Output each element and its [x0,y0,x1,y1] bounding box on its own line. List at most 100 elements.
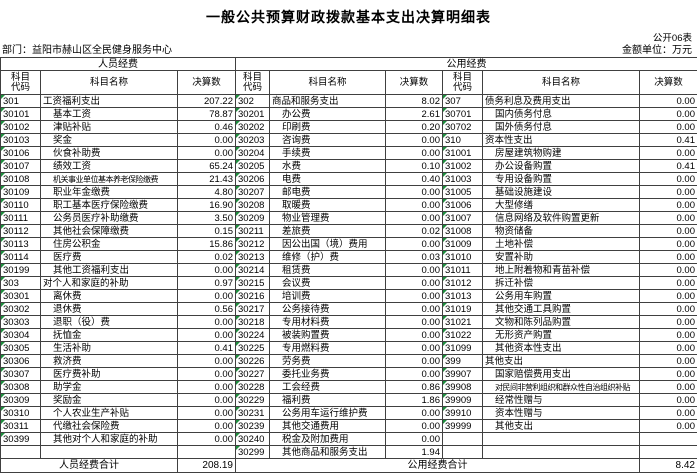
cell-subject-name: 税金及附加费用 [270,433,386,446]
cell-final-amount: 0.00 [640,407,697,420]
cell-final-amount: 0.00 [178,329,236,342]
cell-final-amount: 16.90 [178,199,236,212]
cell-final-amount: 0.41 [640,160,697,173]
cell-subject-name: 拆迁补偿 [483,277,640,290]
meta-row: 部门：益阳市赫山区全民健身服务中心 金额单位：万元 [0,42,697,56]
cell-subject-name: 医疗费 [41,251,178,264]
cell-subject-code: 30203 [236,134,270,147]
cell-final-amount: 0.10 [386,160,443,173]
cell-subject-name: 国家赔偿费用支出 [483,368,640,381]
cell-subject-name: 其他交通工具购置 [483,303,640,316]
cell-subject-name: 其他工资福利支出 [41,264,178,277]
cell-final-amount: 15.86 [178,238,236,251]
cell-subject-code: 30307 [1,368,41,381]
cell-final-amount: 0.00 [640,303,697,316]
cell-subject-code: 30239 [236,420,270,433]
cell-final-amount: 0.02 [386,225,443,238]
cell-subject-name: 无形资产购置 [483,329,640,342]
cell-final-amount: 0.00 [640,186,697,199]
cell-subject-code: 30308 [1,381,41,394]
cell-subject-code: 399 [443,355,483,368]
cell-subject-name: 退休费 [41,303,178,316]
cell-subject-code: 31099 [443,342,483,355]
cell-subject-name: 公务用车购置 [483,290,640,303]
cell-final-amount: 0.00 [386,134,443,147]
col-header-name-1: 科目名称 [41,71,178,95]
cell-final-amount: 0.00 [178,290,236,303]
cell-subject-code: 31009 [443,238,483,251]
cell-final-amount: 0.00 [640,277,697,290]
cell-subject-name [483,433,640,446]
cell-final-amount [178,446,236,459]
cell-final-amount: 0.00 [386,290,443,303]
cell-final-amount: 0.00 [178,355,236,368]
cell-final-amount: 0.00 [386,147,443,160]
cell-subject-name: 其他对个人和家庭的补助 [41,433,178,446]
cell-subject-code: 30309 [1,394,41,407]
cell-subject-code: 30109 [1,186,41,199]
cell-subject-name: 手续费 [270,147,386,160]
cell-subject-name: 职工基本医疗保险缴费 [41,199,178,212]
cell-subject-name: 其他支出 [483,355,640,368]
cell-subject-code: 30113 [1,238,41,251]
cell-subject-name: 专用燃料费 [270,342,386,355]
cell-subject-name: 救济费 [41,355,178,368]
col-header-name-3: 科目名称 [483,71,640,95]
cell-subject-name: 医疗费补助 [41,368,178,381]
cell-subject-code: 31001 [443,147,483,160]
cell-final-amount: 0.00 [640,251,697,264]
cell-subject-name: 安置补助 [483,251,640,264]
cell-final-amount: 0.02 [178,251,236,264]
cell-subject-name: 职业年金缴费 [41,186,178,199]
cell-final-amount: 0.00 [178,420,236,433]
cell-subject-code: 30299 [236,446,270,459]
personnel-total-value: 208.19 [178,459,236,473]
cell-subject-code: 30102 [1,121,41,134]
cell-final-amount: 0.00 [640,108,697,121]
cell-subject-code: 30303 [1,316,41,329]
cell-final-amount: 1.94 [386,446,443,459]
cell-subject-code: 31019 [443,303,483,316]
cell-final-amount: 0.20 [386,121,443,134]
cell-subject-name: 资本性赠与 [483,407,640,420]
cell-subject-code: 302 [236,95,270,108]
cell-final-amount [640,446,697,459]
cell-final-amount: 0.00 [640,381,697,394]
cell-subject-name: 住房公积金 [41,238,178,251]
department-label: 部门：益阳市赫山区全民健身服务中心 [2,41,172,56]
cell-final-amount: 0.00 [386,433,443,446]
cell-subject-name: 抚恤金 [41,329,178,342]
cell-final-amount: 0.41 [640,134,697,147]
cell-subject-code: 30110 [1,199,41,212]
cell-subject-name: 文物和陈列品购置 [483,316,640,329]
cell-final-amount: 0.00 [178,394,236,407]
cell-final-amount: 0.00 [640,147,697,160]
public-total-value: 8.42 [640,459,697,473]
cell-final-amount: 0.00 [386,342,443,355]
cell-subject-name: 印刷费 [270,121,386,134]
cell-subject-name: 劳务费 [270,355,386,368]
public-total-label: 公用经费合计 [236,459,640,473]
cell-final-amount: 0.46 [178,121,236,134]
cell-final-amount: 0.86 [386,381,443,394]
unit-note: 金额单位：万元 [622,41,692,56]
cell-subject-name: 经常性赠与 [483,394,640,407]
cell-final-amount: 0.56 [178,303,236,316]
cell-subject-code: 30213 [236,251,270,264]
cell-subject-name: 办公费 [270,108,386,121]
cell-subject-name: 国外债务付息 [483,121,640,134]
cell-subject-code [443,433,483,446]
cell-subject-name: 离休费 [41,290,178,303]
cell-final-amount: 0.00 [178,264,236,277]
cell-subject-name: 公务接待费 [270,303,386,316]
cell-subject-name: 委托业务费 [270,368,386,381]
